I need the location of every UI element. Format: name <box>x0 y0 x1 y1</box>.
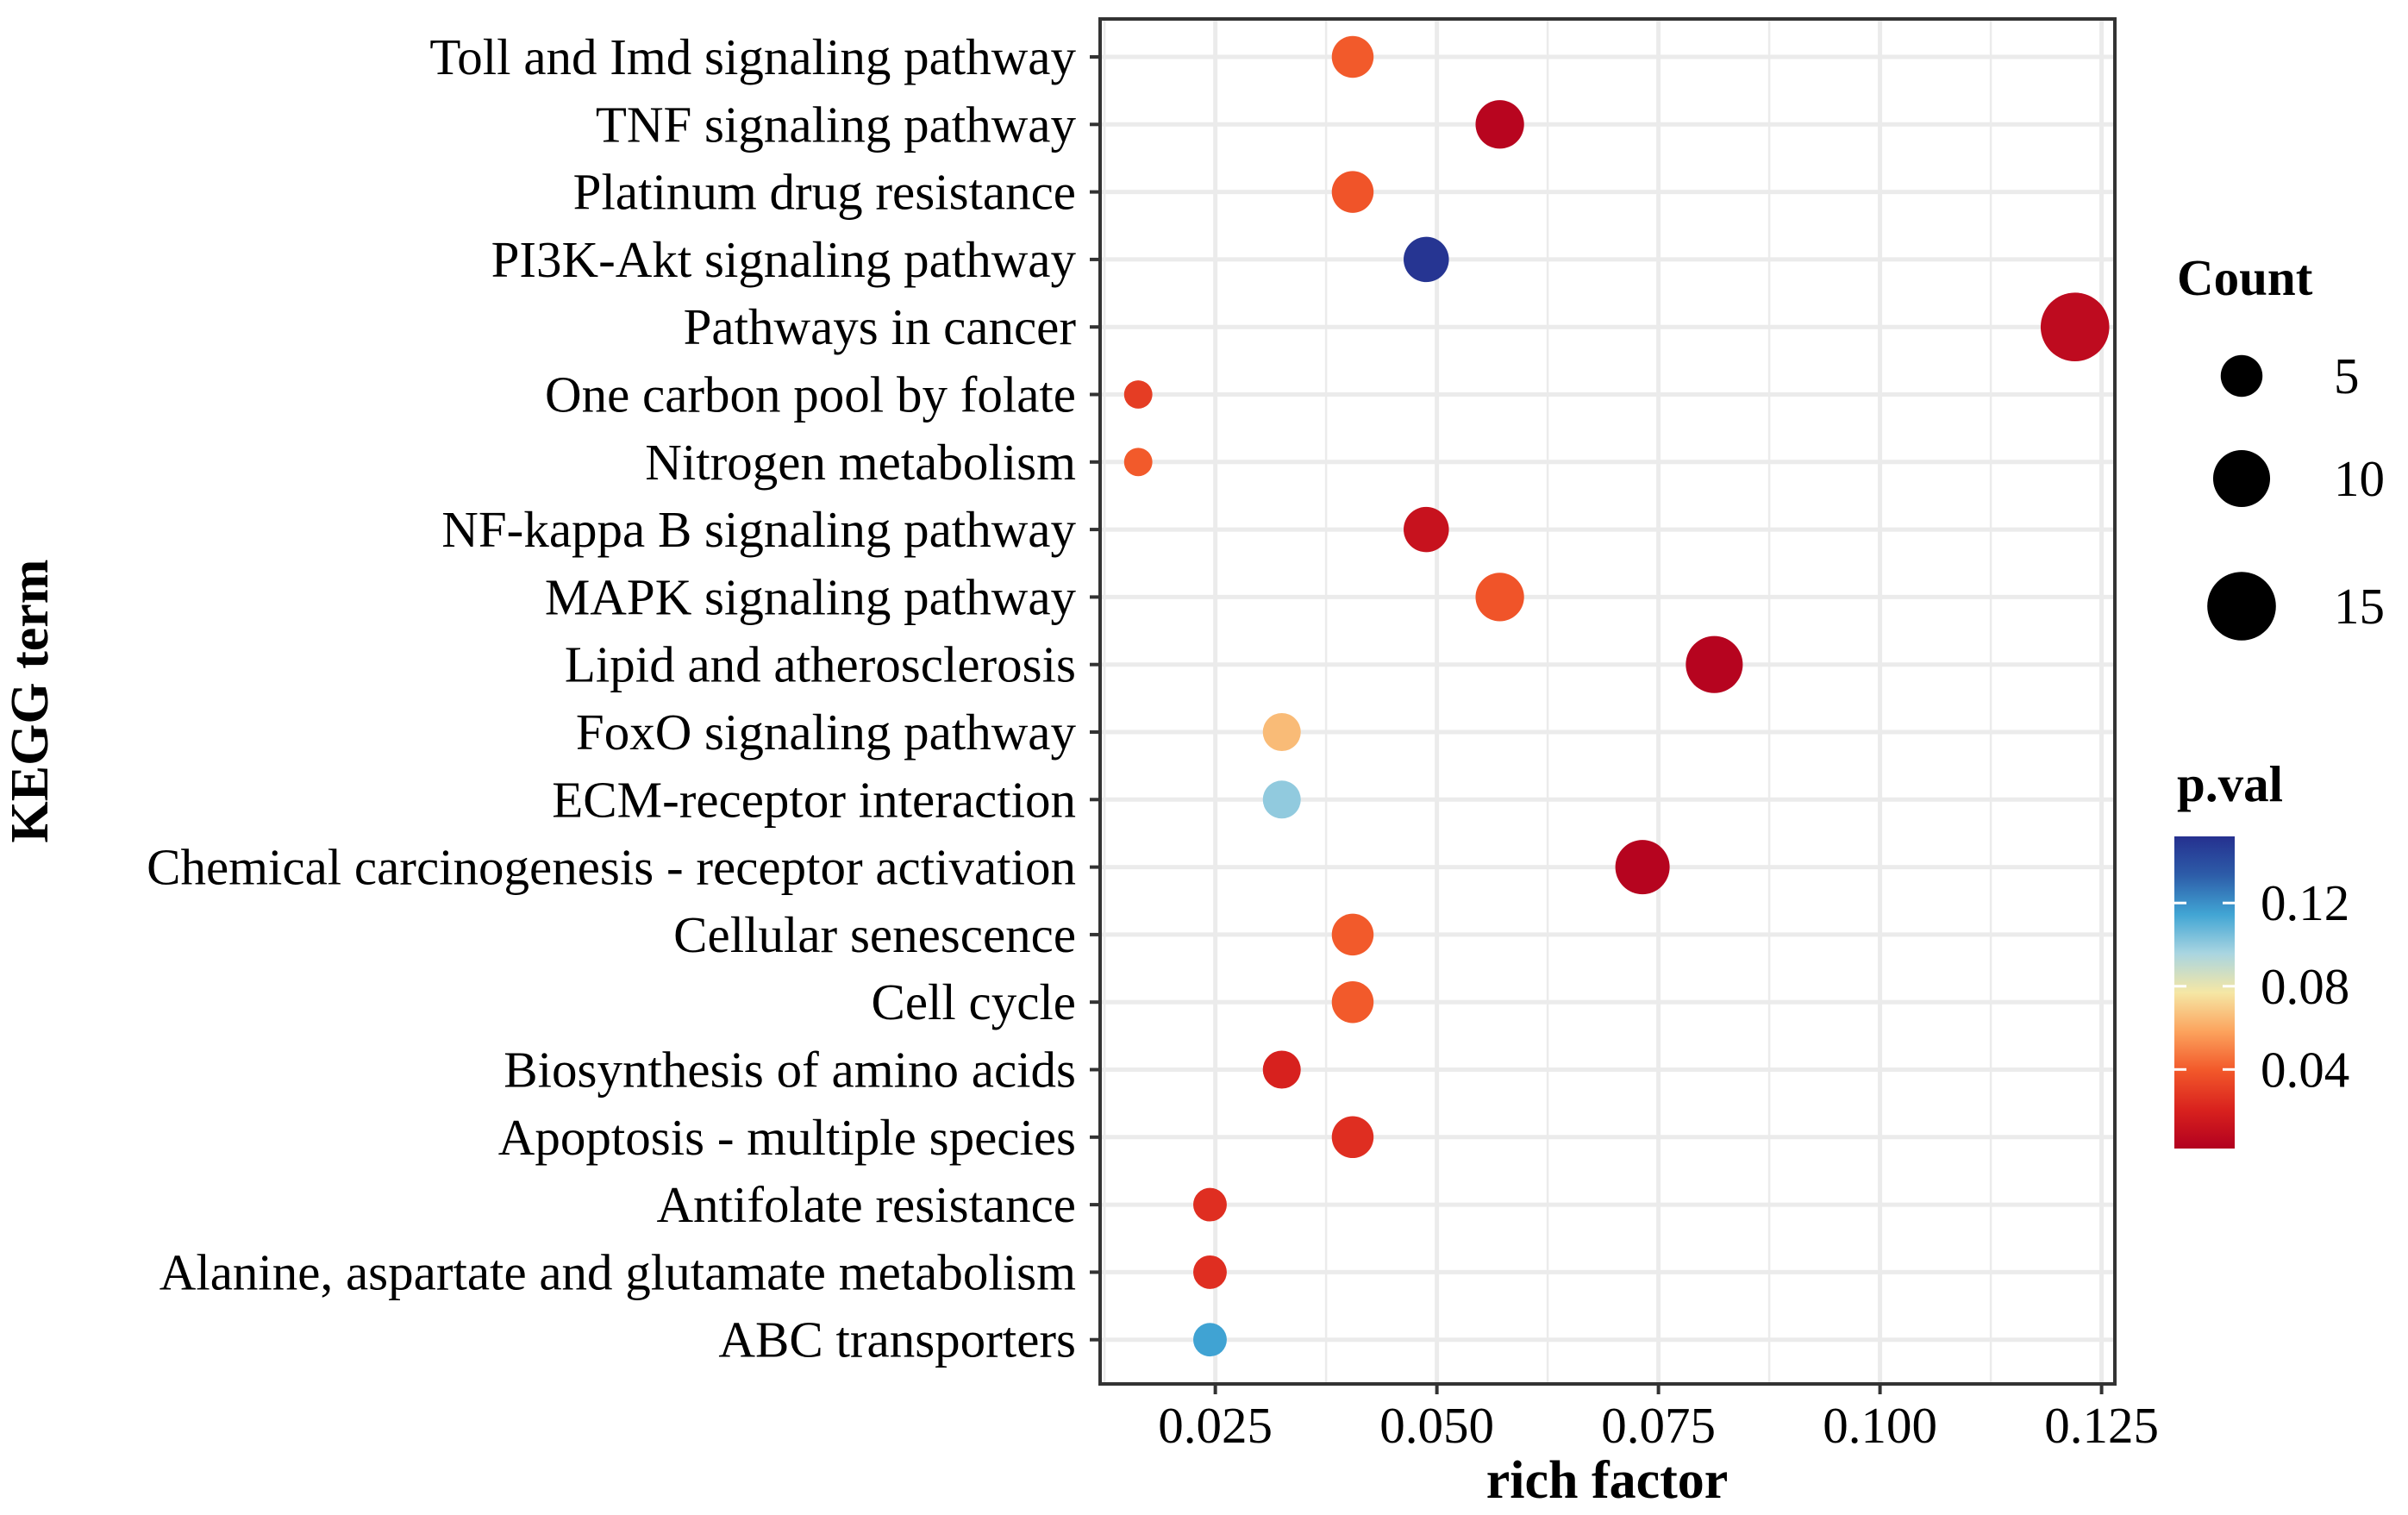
y-tick-label: Cell cycle <box>871 973 1076 1030</box>
y-tick-label: NF-kappa B signaling pathway <box>441 501 1076 558</box>
data-point <box>1331 35 1374 78</box>
count-legend-key <box>2220 354 2263 398</box>
data-point <box>1331 171 1374 213</box>
y-tick-label: Toll and Imd signaling pathway <box>429 28 1076 85</box>
y-tick-label: FoxO signaling pathway <box>576 704 1077 761</box>
plot-panel-border <box>1098 17 2117 1386</box>
y-tick-label: ECM-receptor interaction <box>552 771 1076 828</box>
data-point <box>1615 840 1670 895</box>
y-tick-label: Lipid and atherosclerosis <box>565 636 1076 693</box>
x-tick-label: 0.025 <box>1158 1397 1273 1454</box>
data-point <box>1123 448 1153 477</box>
data-point <box>1475 573 1524 622</box>
data-point <box>1262 713 1301 751</box>
grid-lines <box>1100 19 2115 1384</box>
y-tick-label: Nitrogen metabolism <box>645 434 1076 491</box>
count-legend-label: 10 <box>2334 450 2385 507</box>
data-point <box>1475 100 1524 149</box>
x-tick-label: 0.075 <box>1601 1397 1716 1454</box>
y-tick-label: ABC transporters <box>718 1312 1076 1368</box>
data-point <box>1331 980 1374 1024</box>
y-tick-label: Apoptosis - multiple species <box>498 1109 1076 1166</box>
data-point <box>1262 780 1301 819</box>
y-axis: Toll and Imd signaling pathway TNF signal… <box>147 28 1100 1368</box>
count-legend-key <box>2207 572 2276 641</box>
data-point <box>2040 292 2110 361</box>
data-point <box>1193 1255 1227 1289</box>
y-axis-title: KEGG term <box>1 560 59 843</box>
data-point <box>1123 380 1153 409</box>
count-legend-label: 5 <box>2334 347 2360 404</box>
y-tick-label: Biosynthesis of amino acids <box>503 1042 1076 1099</box>
x-tick-label: 0.050 <box>1379 1397 1494 1454</box>
data-point <box>1331 1116 1374 1159</box>
data-point <box>1193 1323 1227 1357</box>
y-tick-label: Chemical carcinogenesis - receptor activ… <box>147 839 1076 896</box>
pval-legend-label: 0.12 <box>2261 874 2349 931</box>
x-axis-title: rich factor <box>1486 1451 1729 1510</box>
count-legend-key <box>2212 449 2271 508</box>
data-point <box>1331 913 1374 956</box>
y-tick-label: TNF signaling pathway <box>596 96 1077 153</box>
count-legend-title: Count <box>2177 249 2313 306</box>
x-tick-label: 0.100 <box>1823 1397 1937 1454</box>
plot-panel <box>1100 19 2115 1384</box>
y-tick-label: One carbon pool by folate <box>545 366 1076 423</box>
data-point <box>1404 506 1449 553</box>
x-axis: 0.025 0.050 0.075 0.100 0.125 <box>1158 1384 2159 1454</box>
x-tick-label: 0.125 <box>2044 1397 2159 1454</box>
data-point <box>1404 236 1449 283</box>
data-point <box>1686 635 1743 693</box>
y-tick-label: PI3K-Akt signaling pathway <box>491 231 1077 288</box>
y-tick-label: Antifolate resistance <box>656 1176 1076 1233</box>
count-legend-label: 15 <box>2334 578 2385 635</box>
y-tick-label: Pathways in cancer <box>684 298 1077 355</box>
pval-legend-title: p.val <box>2177 755 2283 812</box>
pval-legend-label: 0.08 <box>2261 958 2349 1015</box>
data-points <box>1123 35 2110 1357</box>
count-legend: Count 5 10 15 <box>2177 249 2385 641</box>
pval-legend-label: 0.04 <box>2261 1041 2349 1098</box>
pval-legend: p.val 0.04 0.08 0.12 <box>2174 755 2349 1149</box>
y-tick-label: Platinum drug resistance <box>573 164 1076 221</box>
data-point <box>1262 1050 1301 1089</box>
y-tick-label: Cellular senescence <box>673 906 1076 963</box>
pval-colorbar <box>2174 836 2235 1149</box>
y-tick-label: MAPK signaling pathway <box>545 568 1077 625</box>
data-point <box>1193 1187 1227 1222</box>
y-tick-label: Alanine, aspartate and glutamate metabol… <box>159 1243 1076 1300</box>
